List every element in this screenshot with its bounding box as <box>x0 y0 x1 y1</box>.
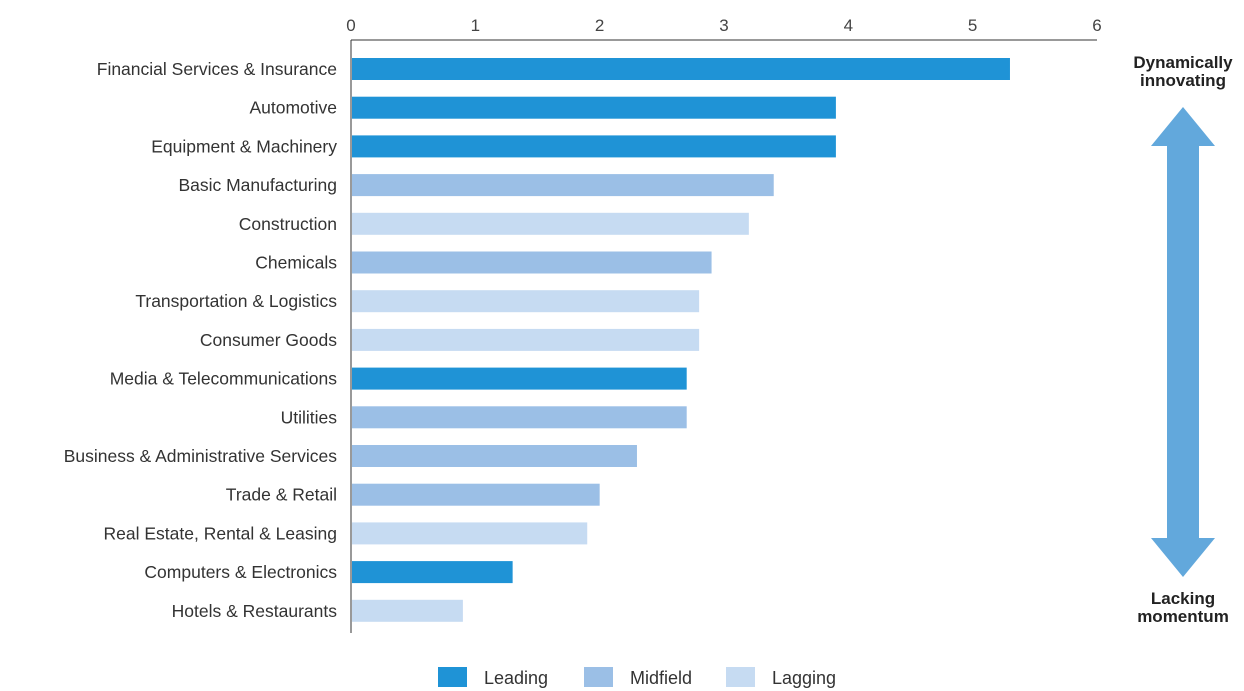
legend-label: Lagging <box>772 668 836 688</box>
legend-label: Midfield <box>630 668 692 688</box>
x-tick-label: 0 <box>346 16 355 35</box>
category-label: Consumer Goods <box>200 330 337 350</box>
category-label: Media & Telecommunications <box>110 369 338 389</box>
bar <box>352 328 700 351</box>
legend-swatch <box>438 667 467 687</box>
bar <box>352 135 836 158</box>
category-labels: Financial Services & Insurance Automotive… <box>64 59 338 621</box>
top-scale-label: Dynamically <box>1133 53 1233 72</box>
bar <box>352 212 749 235</box>
top-scale-label: innovating <box>1140 71 1226 90</box>
bar <box>352 290 700 313</box>
category-label: Automotive <box>249 98 337 118</box>
legend-label: Leading <box>484 668 548 688</box>
bar <box>352 174 774 197</box>
bar <box>352 522 588 545</box>
x-tick-label: 3 <box>719 16 728 35</box>
category-label: Transportation & Logistics <box>135 291 337 311</box>
category-label: Computers & Electronics <box>144 562 337 582</box>
bar <box>352 251 712 274</box>
bottom-scale-label: momentum <box>1137 607 1229 626</box>
bar <box>352 483 600 506</box>
bar <box>352 58 1010 80</box>
category-label: Business & Administrative Services <box>64 446 338 466</box>
legend-swatch <box>726 667 755 687</box>
bar <box>352 367 687 390</box>
x-tick-label: 4 <box>844 16 853 35</box>
x-tick-label: 2 <box>595 16 604 35</box>
category-label: Trade & Retail <box>226 485 337 505</box>
category-label: Equipment & Machinery <box>151 136 337 156</box>
legend-swatch <box>584 667 613 687</box>
x-tick-label: 1 <box>471 16 480 35</box>
legend: Leading Midfield Lagging <box>438 667 836 688</box>
category-label: Construction <box>239 214 337 234</box>
bar <box>352 561 513 584</box>
category-label: Utilities <box>281 407 338 427</box>
category-label: Chemicals <box>255 253 337 273</box>
category-label: Basic Manufacturing <box>178 175 337 195</box>
double-arrow-icon <box>1151 107 1215 577</box>
bar <box>352 96 836 119</box>
bar <box>352 599 463 622</box>
category-label: Financial Services & Insurance <box>97 59 337 79</box>
bar <box>352 445 637 467</box>
bars <box>352 58 1010 622</box>
x-tick-label: 5 <box>968 16 977 35</box>
category-label: Hotels & Restaurants <box>172 601 338 621</box>
bar <box>352 406 687 429</box>
x-tick-label: 6 <box>1092 16 1101 35</box>
category-label: Real Estate, Rental & Leasing <box>104 523 337 543</box>
x-axis: 0 1 2 3 4 5 6 <box>346 16 1102 633</box>
bottom-scale-label: Lacking <box>1151 589 1215 608</box>
